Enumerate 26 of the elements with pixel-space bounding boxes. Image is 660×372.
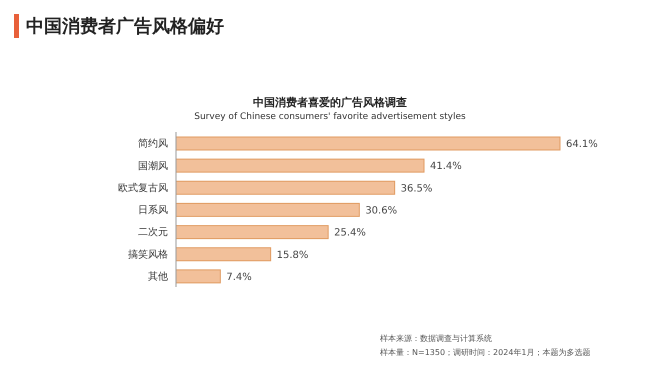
text: 样本来源：数据调查与计算系统	[380, 333, 492, 344]
chart-title: 中国消费者广告风格偏好	[26, 15, 224, 38]
bar	[176, 158, 425, 173]
y-tick-label: 搞笑风格	[128, 248, 168, 260]
bar	[176, 247, 272, 262]
bar	[176, 269, 221, 284]
data-label: 15.8%	[276, 250, 308, 261]
y-tick-label: 简约风	[138, 138, 168, 150]
data-label: 30.6%	[365, 205, 398, 216]
chart-subtitle: 中国消费者喜爱的广告风格调查	[252, 95, 408, 110]
y-tick-label: 日系风	[138, 204, 168, 216]
bar	[176, 136, 560, 150]
text: 样本量：N=1350；调研时间：2024年1月；本题为多选题	[380, 347, 590, 358]
y-tick-label: 二次元	[138, 227, 168, 238]
data-label: 7.4%	[226, 272, 252, 283]
y-tick-label: 国潮风	[138, 160, 168, 172]
data-label: 64.1%	[566, 139, 598, 150]
data-label: 25.4%	[334, 228, 366, 239]
y-tick-label: 其他	[148, 270, 168, 282]
data-label: 36.5%	[400, 183, 432, 194]
data-label: 41.4%	[430, 161, 462, 172]
y-tick-label: 欧式复古风	[118, 182, 168, 194]
bar	[176, 202, 360, 217]
bar	[176, 225, 329, 240]
text: Survey of Chinese consumers' favorite advertisement styles	[193, 112, 467, 122]
bar	[176, 180, 396, 195]
